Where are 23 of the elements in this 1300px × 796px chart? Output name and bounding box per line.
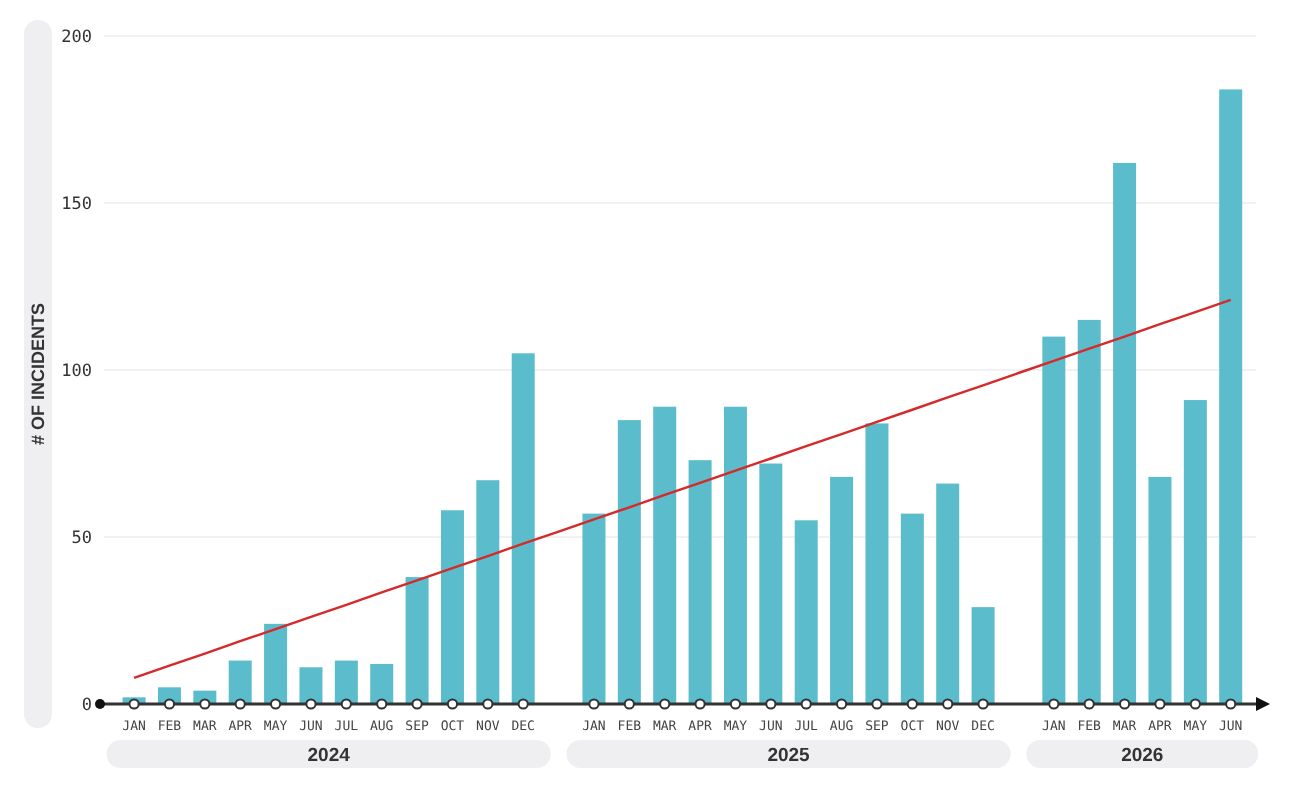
y-tick-label: 100 — [61, 361, 92, 382]
bar — [264, 623, 288, 704]
bar — [440, 510, 464, 704]
text: 2024 — [307, 744, 352, 767]
bar — [653, 406, 677, 704]
bar — [830, 476, 854, 704]
y-tick-label: 0 — [81, 695, 92, 716]
bar — [617, 420, 641, 704]
bar — [1219, 89, 1243, 704]
bar — [900, 513, 924, 704]
y-axis-title: # OF INCIDENTS — [28, 302, 48, 446]
bar — [370, 663, 394, 704]
bar — [334, 660, 358, 704]
y-tick-label: 150 — [61, 194, 92, 215]
y-tick-label: 50 — [71, 528, 92, 549]
line-series — [132, 298, 1232, 680]
y-tick-label: 200 — [61, 27, 92, 48]
bar — [1113, 162, 1137, 704]
bar — [936, 483, 960, 704]
bar — [1183, 400, 1207, 704]
bar — [723, 406, 747, 704]
text: 2026 — [1121, 744, 1164, 767]
text: 2025 — [767, 744, 812, 767]
